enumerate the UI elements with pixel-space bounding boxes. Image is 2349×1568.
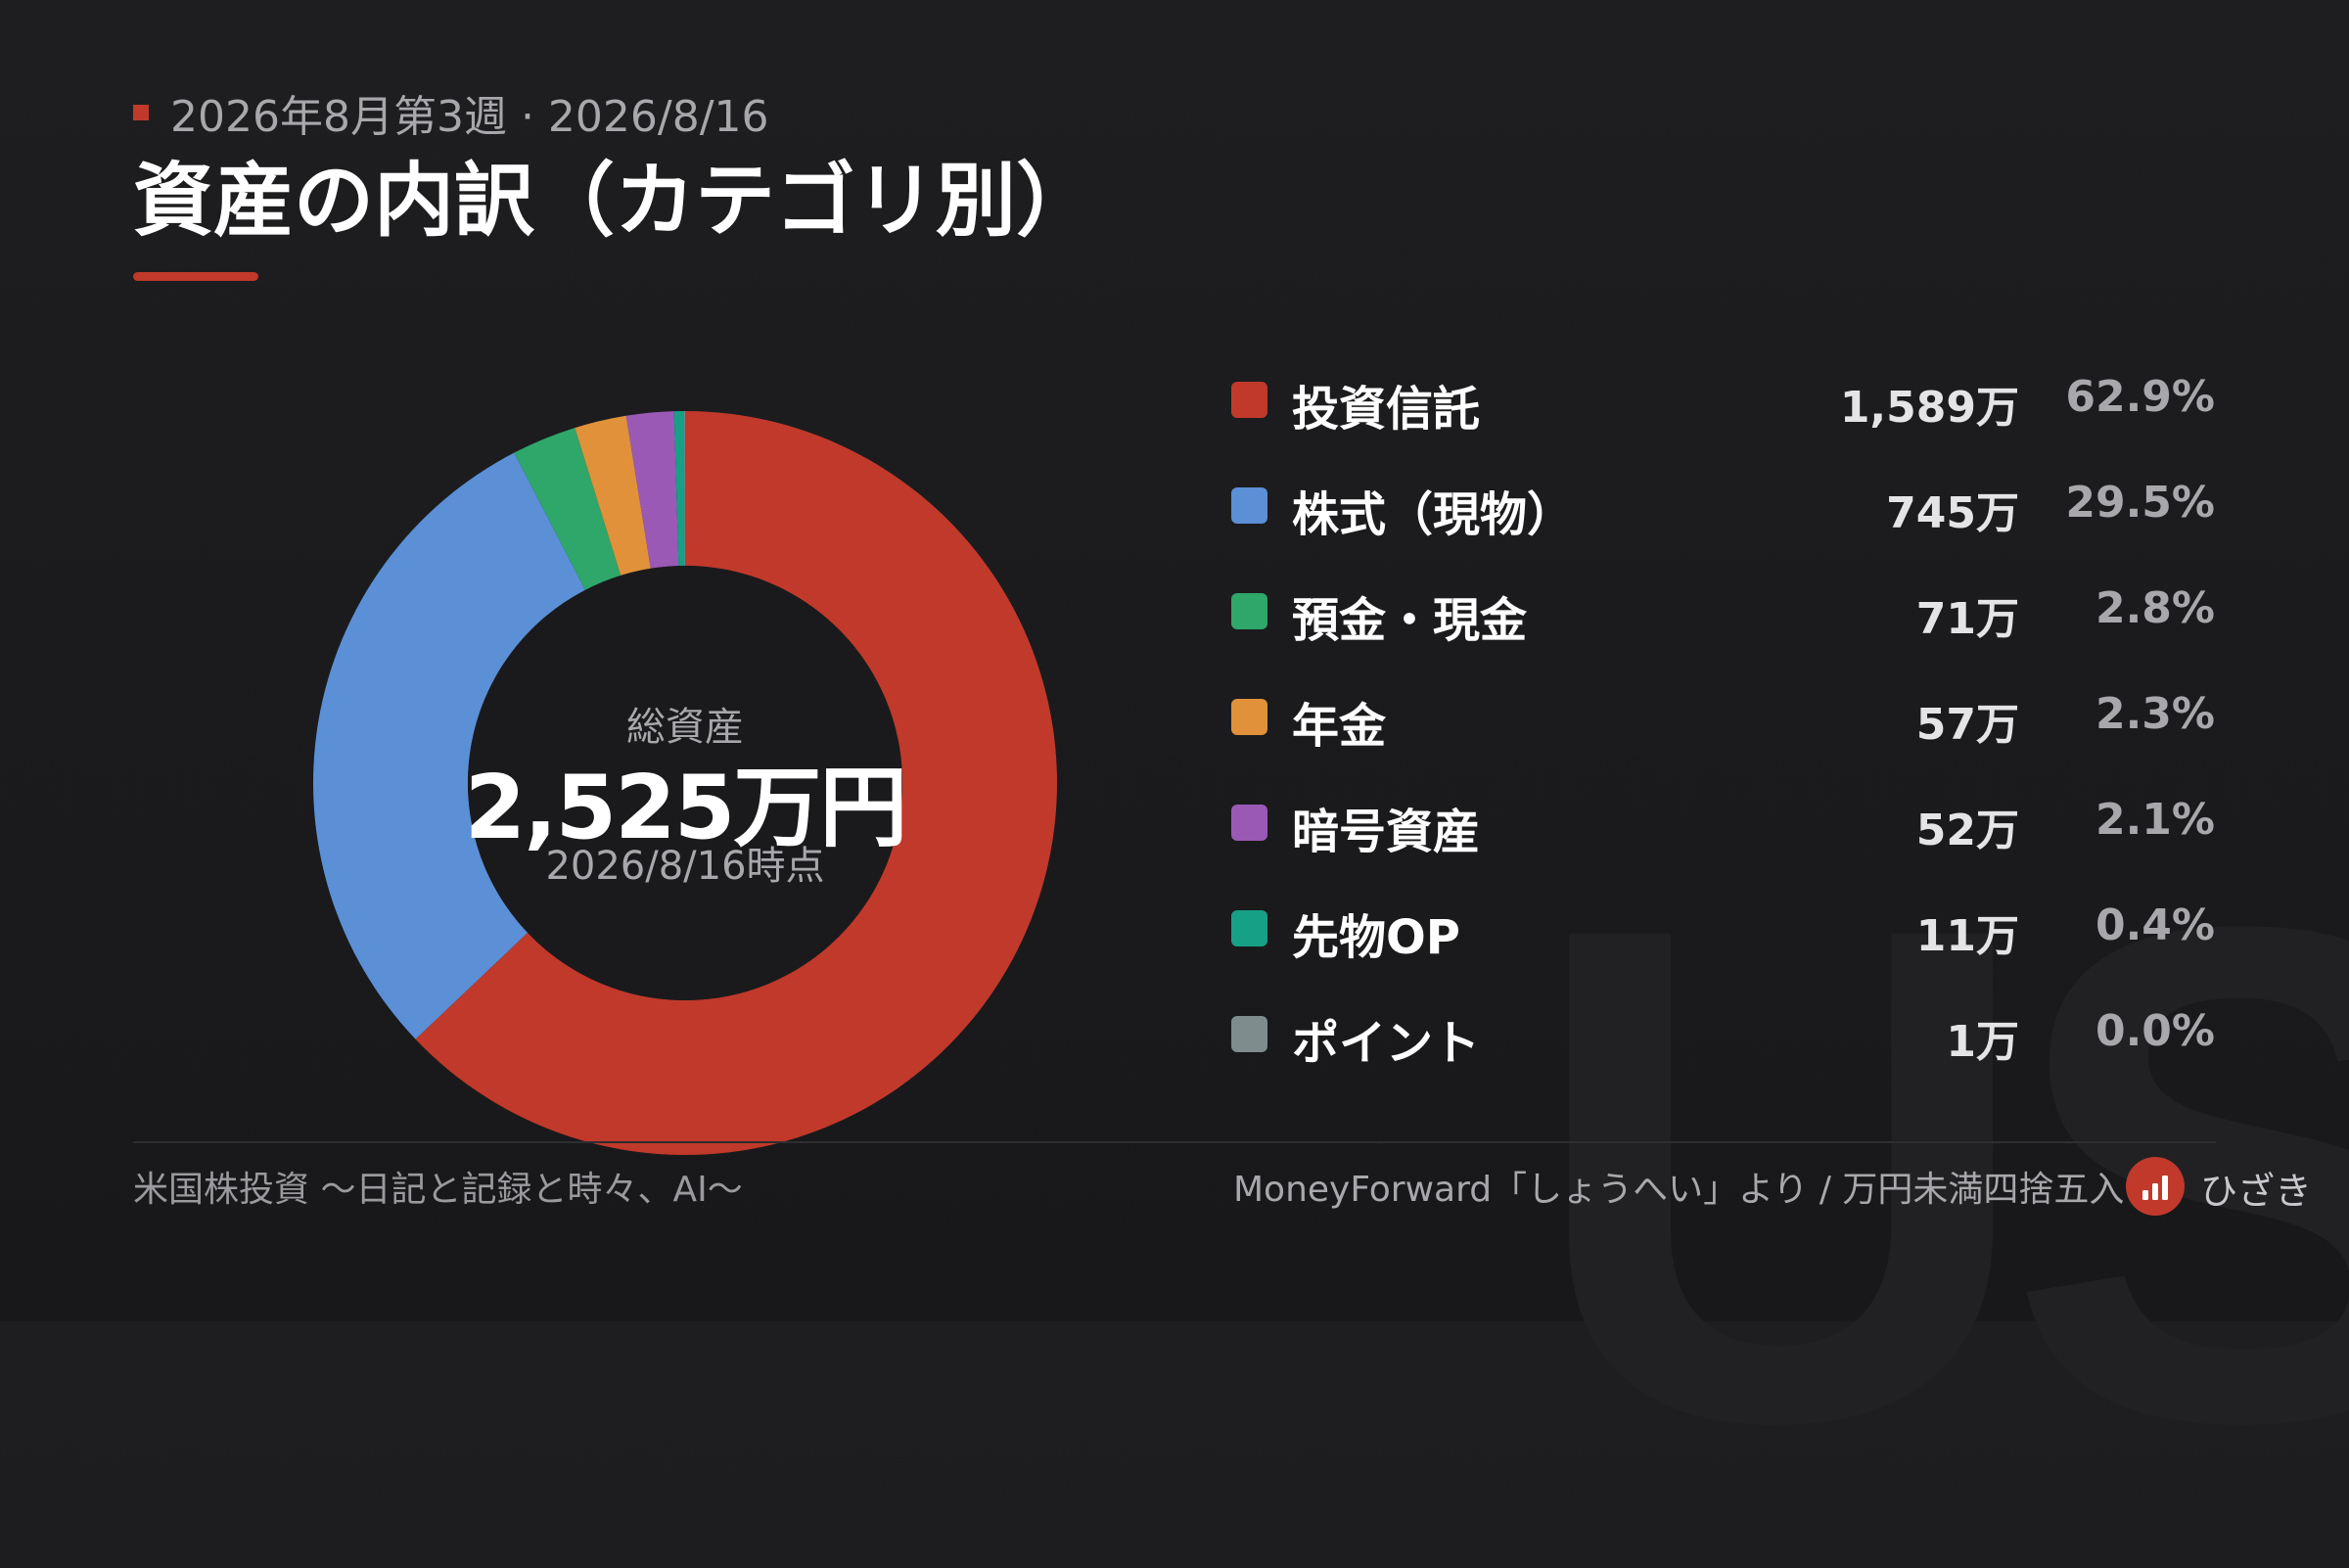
donut-chart [312,411,1057,1155]
legend-percent: 0.0% [2095,1006,2215,1056]
legend-swatch [1231,699,1267,735]
legend-value: 52万 [1915,806,2019,855]
donut-slice-6 [673,411,685,567]
legend-value: 71万 [1915,594,2019,644]
legend-swatch [1231,487,1267,524]
donut-slice-5 [625,411,679,569]
legend-swatch [1231,593,1267,629]
legend-label: ポイント [1292,1016,1481,1071]
legend-value: 1万 [1946,1017,2019,1067]
legend-label: 投資信託 [1292,382,1481,437]
legend-percent: 2.8% [2095,583,2215,633]
total-assets-date: 2026/8/16時点 [545,844,825,889]
donut-slice-4 [575,415,651,576]
legend-percent: 0.4% [2095,900,2215,950]
subtitle-row: 2026年8月第3週 · 2026/8/16 [133,86,1096,142]
legend-value: 745万 [1886,488,2019,538]
footer-source-note: MoneyForward「しょうへい」より / 万円未満四捨五入 [1233,1170,2125,1210]
title-underline [133,272,258,281]
legend-swatch [1231,1016,1267,1052]
legend-row: 株式（現物） 745万 29.5% [1231,454,2215,560]
legend-label: 株式（現物） [1292,487,1575,542]
legend-label: 先物OP [1292,910,1460,965]
legend-row: 投資信託 1,589万 62.9% [1231,348,2215,454]
brand-name: ひざき [2200,1170,2313,1213]
footer-blog-name: 米国株投資 〜日記と記録と時々、AI〜 [133,1170,743,1210]
donut-slice-1 [415,411,1057,1155]
legend-label: 年金 [1292,699,1387,754]
accent-square [133,105,149,120]
legend-row: 年金 57万 2.3% [1231,666,2215,771]
legend-row: 先物OP 11万 0.4% [1231,877,2215,983]
header: 2026年8月第3週 · 2026/8/16 資産の内訳（カテゴリ別） [133,86,1096,281]
donut-slice-2 [312,452,585,1039]
legend-percent: 62.9% [2065,372,2215,422]
donut-slice-3 [514,428,622,590]
donut-hole [468,566,902,1000]
legend-value: 1,589万 [1839,383,2019,433]
legend-row: 預金・現金 71万 2.8% [1231,560,2215,666]
subtitle: 2026年8月第3週 · 2026/8/16 [170,92,769,142]
total-assets-label: 総資産 [626,705,744,750]
total-assets-value: 2,525万円 [464,757,908,859]
legend-row: 暗号資産 52万 2.1% [1231,771,2215,877]
footer-divider [133,1141,2216,1143]
legend-value: 11万 [1915,911,2019,961]
legend-label: 暗号資産 [1292,805,1481,859]
legend-swatch [1231,805,1267,841]
donut-slice-7 [684,411,685,567]
legend-label: 預金・現金 [1292,593,1528,648]
legend-percent: 2.1% [2095,795,2215,845]
legend-swatch [1231,910,1267,946]
legend-value: 57万 [1915,700,2019,750]
legend-percent: 29.5% [2065,478,2215,528]
legend: 投資信託 1,589万 62.9% 株式（現物） 745万 29.5% 預金・現金 71万 2.… [1231,348,2215,1088]
legend-percent: 2.3% [2095,689,2215,739]
legend-swatch [1231,382,1267,418]
page-title: 資産の内訳（カテゴリ別） [133,155,1097,248]
bar-chart-icon [2126,1157,2185,1216]
legend-row: ポイント 1万 0.0% [1231,983,2215,1088]
